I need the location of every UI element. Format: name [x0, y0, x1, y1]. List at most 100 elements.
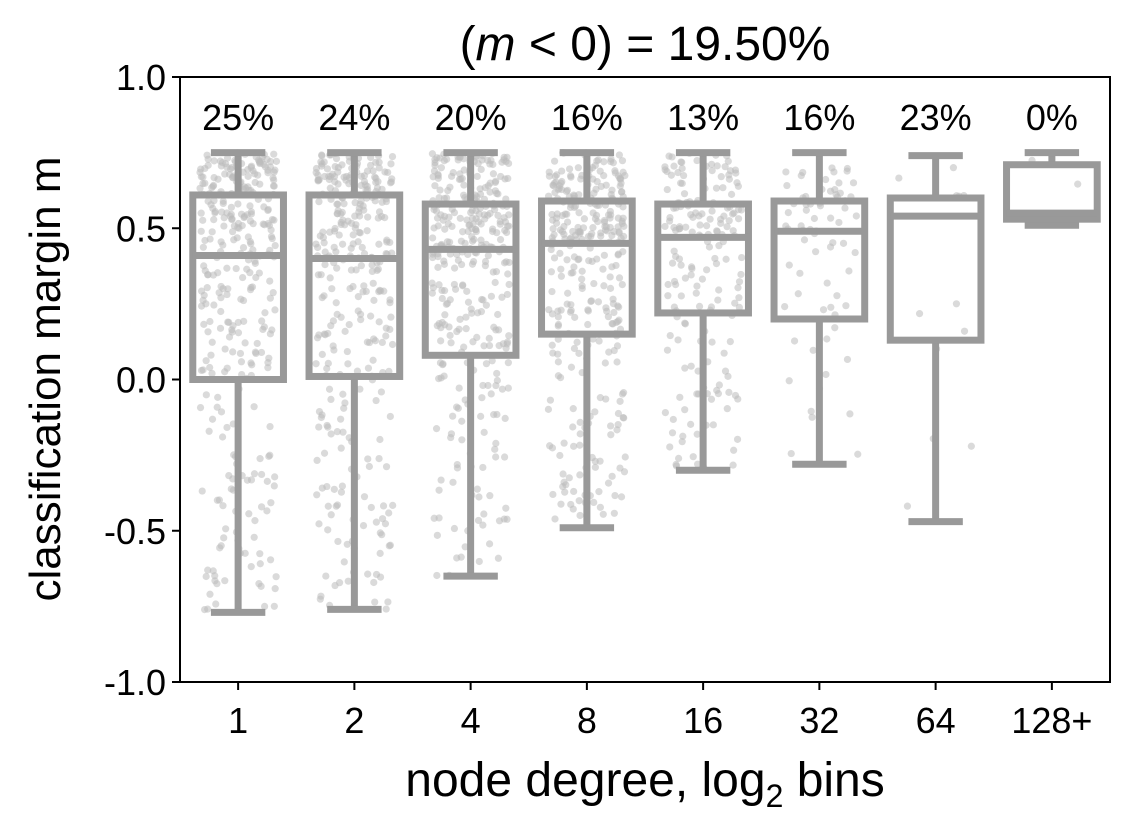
- data-point: [216, 324, 225, 332]
- data-point: [209, 204, 217, 212]
- data-point: [218, 208, 226, 216]
- data-point: [435, 375, 443, 383]
- data-point: [333, 264, 341, 272]
- box-128+: [1003, 149, 1101, 229]
- data-point: [204, 197, 212, 205]
- data-point: [484, 381, 492, 390]
- data-point: [474, 160, 482, 168]
- data-point: [558, 177, 566, 186]
- data-point: [548, 310, 557, 318]
- data-point: [554, 350, 562, 358]
- data-point: [594, 217, 602, 226]
- data-point: [357, 316, 365, 324]
- data-point: [218, 433, 227, 441]
- data-point: [208, 338, 216, 346]
- data-point: [369, 356, 377, 364]
- data-point: [490, 323, 498, 331]
- data-point: [321, 248, 329, 256]
- data-point: [576, 430, 584, 438]
- data-point: [461, 239, 469, 247]
- data-point: [462, 325, 470, 333]
- data-point: [615, 151, 623, 159]
- data-point: [452, 403, 461, 411]
- data-point: [241, 549, 249, 557]
- data-point: [734, 284, 742, 292]
- data-point: [492, 189, 501, 198]
- data-point: [333, 428, 341, 436]
- data-point: [852, 212, 860, 220]
- data-point: [243, 265, 251, 273]
- data-point: [450, 280, 458, 289]
- data-point: [713, 227, 721, 235]
- data-point: [721, 163, 729, 171]
- data-point: [606, 284, 615, 292]
- data-point: [593, 157, 601, 165]
- data-point: [467, 305, 475, 313]
- data-point: [501, 453, 509, 461]
- data-point: [584, 232, 593, 241]
- data-point: [903, 502, 912, 510]
- data-point: [584, 307, 592, 315]
- data-point: [260, 323, 268, 331]
- data-point: [576, 441, 584, 449]
- data-point: [613, 342, 622, 350]
- data-point: [569, 269, 577, 277]
- y-axis-label: classification margin m: [21, 156, 70, 601]
- data-point: [196, 404, 205, 412]
- data-point: [388, 340, 397, 349]
- data-point: [245, 510, 253, 518]
- data-point: [243, 476, 252, 484]
- data-point: [715, 381, 723, 389]
- data-point: [256, 159, 264, 168]
- data-point: [678, 179, 686, 188]
- data-point: [461, 396, 469, 404]
- data-point: [246, 238, 254, 246]
- data-point: [220, 214, 228, 222]
- data-point: [462, 313, 470, 321]
- data-point: [604, 313, 612, 321]
- data-point: [596, 503, 604, 511]
- data-point: [453, 554, 461, 562]
- data-point: [203, 151, 211, 159]
- y-tick-label: 1.0: [116, 57, 166, 98]
- data-point: [480, 342, 488, 350]
- data-point: [670, 162, 678, 170]
- data-point: [201, 179, 209, 187]
- data-point: [237, 295, 245, 303]
- data-point: [915, 310, 924, 318]
- data-point: [258, 470, 266, 479]
- data-point: [239, 273, 247, 282]
- data-point: [494, 310, 502, 319]
- data-point: [364, 455, 372, 463]
- data-point: [197, 227, 205, 235]
- data-point: [201, 164, 209, 173]
- data-point: [271, 241, 279, 250]
- iqr-box: [886, 194, 985, 344]
- data-point: [489, 225, 497, 233]
- data-point: [501, 414, 509, 422]
- data-point: [563, 218, 572, 226]
- x-tick-label: 8: [577, 700, 597, 741]
- data-point: [321, 260, 329, 269]
- data-point: [588, 257, 596, 266]
- data-point: [723, 223, 731, 231]
- data-point: [492, 453, 500, 461]
- data-point: [318, 350, 326, 359]
- data-point: [692, 289, 700, 297]
- data-point: [340, 558, 348, 566]
- data-point: [730, 209, 738, 217]
- data-point: [600, 172, 608, 180]
- data-point: [329, 342, 337, 350]
- data-point: [250, 533, 258, 541]
- data-point: [486, 188, 494, 196]
- data-point: [615, 274, 624, 282]
- data-point: [323, 421, 331, 430]
- data-point: [731, 299, 739, 307]
- data-point: [223, 364, 231, 372]
- data-point: [474, 516, 483, 525]
- data-point: [578, 267, 586, 275]
- data-point: [694, 460, 702, 468]
- data-point: [682, 223, 690, 231]
- data-point: [584, 320, 592, 329]
- data-point: [315, 331, 323, 339]
